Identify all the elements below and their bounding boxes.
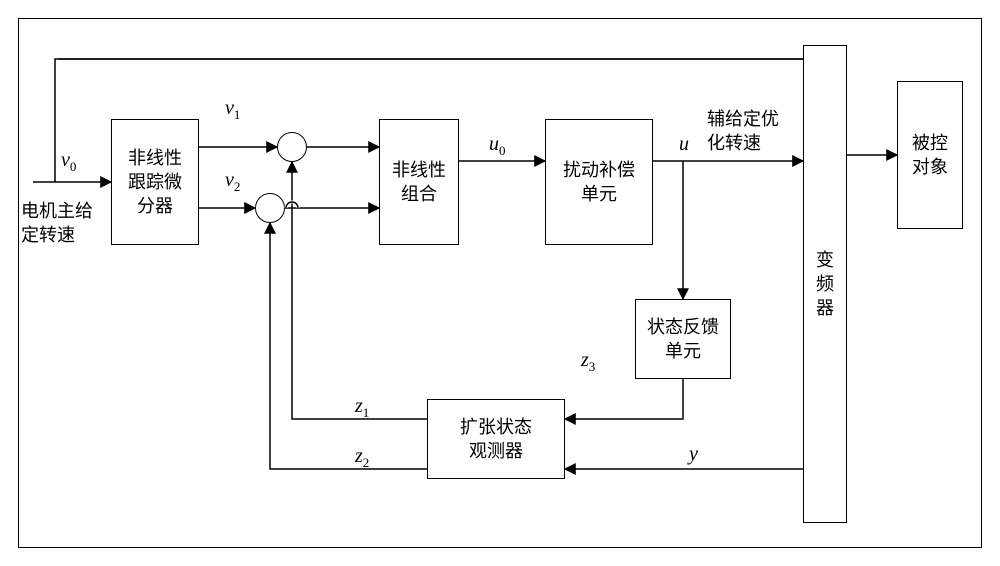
block-plant: 被控对象: [897, 81, 963, 229]
block-combine-label: 非线性组合: [392, 158, 446, 207]
sum-1: [277, 132, 307, 162]
label-input-text: 电机主给定转速: [21, 199, 111, 248]
label-v2: v2: [225, 169, 240, 195]
label-u: u: [679, 133, 689, 156]
label-v0: v0: [61, 149, 76, 175]
block-plant-label: 被控对象: [912, 131, 948, 180]
block-eso-label: 扩张状态观测器: [460, 415, 532, 464]
block-inverter-label: 变频器: [808, 248, 842, 321]
label-v1: v1: [225, 97, 240, 123]
label-aux-text: 辅给定优化转速: [707, 107, 807, 156]
label-u0: u0: [489, 133, 506, 159]
block-statefb-label: 状态反馈单元: [647, 315, 719, 364]
block-combine: 非线性组合: [379, 119, 459, 245]
sum-2: [255, 193, 285, 223]
label-z1: z1: [355, 395, 369, 421]
block-inverter: 变频器: [803, 45, 847, 523]
block-eso: 扩张状态观测器: [427, 399, 565, 479]
diagram-frame: 非线性跟踪微分器 非线性组合 扰动补偿单元 状态反馈单元 扩张状态观测器 变频器…: [18, 18, 982, 548]
block-tracker-label: 非线性跟踪微分器: [128, 146, 182, 219]
label-z2: z2: [355, 445, 369, 471]
block-tracker: 非线性跟踪微分器: [111, 119, 199, 245]
label-y: y: [689, 443, 698, 466]
label-z3: z3: [581, 349, 595, 375]
block-disturb: 扰动补偿单元: [545, 119, 653, 245]
block-disturb-label: 扰动补偿单元: [563, 158, 635, 207]
block-statefb: 状态反馈单元: [635, 299, 731, 379]
